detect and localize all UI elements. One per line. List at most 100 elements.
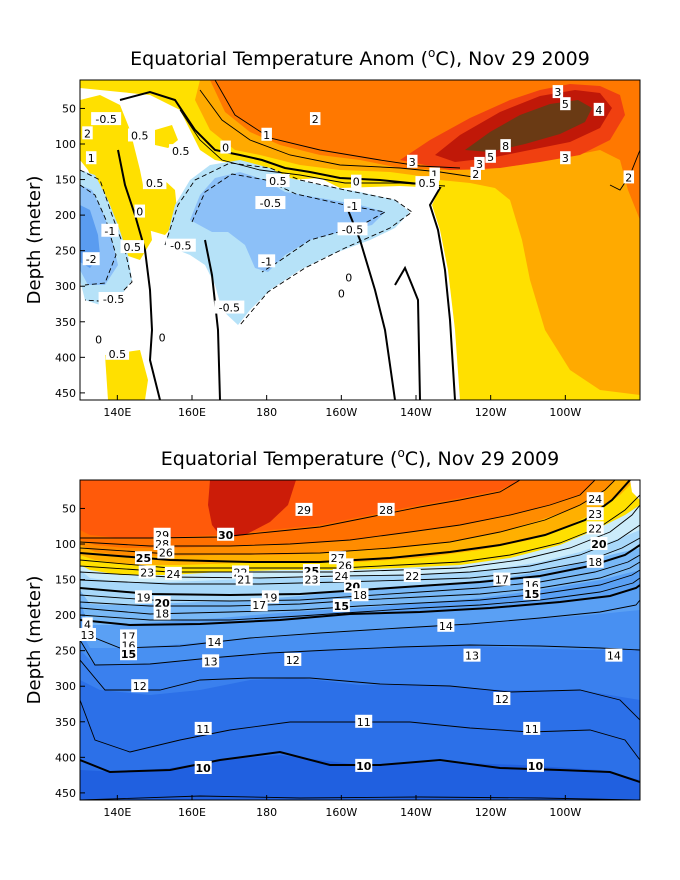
ytick-label: 200 bbox=[55, 209, 76, 222]
contour-label-box bbox=[295, 502, 313, 516]
contour-label: 0 bbox=[134, 204, 145, 219]
contour-label-box bbox=[560, 97, 571, 111]
contour-label-box bbox=[355, 758, 373, 772]
contour-label-box bbox=[258, 254, 276, 268]
contour-label: 12 bbox=[131, 679, 149, 693]
contour-label: 0.5 bbox=[415, 176, 439, 190]
ytick-label: 300 bbox=[55, 280, 76, 293]
contour-label: 13 bbox=[78, 628, 96, 642]
contour-label-box bbox=[165, 238, 196, 252]
contour-label: 19 bbox=[134, 590, 152, 604]
contour-label: 15 bbox=[120, 647, 138, 661]
contour-label: -0.5 bbox=[91, 112, 122, 126]
contour-label: 0.5 bbox=[105, 346, 130, 361]
temperature-title: Equatorial Temperature (oC), Nov 29 2009 bbox=[161, 446, 559, 470]
contour-label: 0.5 bbox=[169, 144, 193, 158]
contour-label-text: 5 bbox=[487, 151, 494, 164]
contour-label-box bbox=[261, 127, 272, 141]
xtick-label: 140E bbox=[103, 406, 131, 419]
contour-label: 0.5 bbox=[120, 240, 145, 254]
contour-label: 17 bbox=[250, 598, 268, 612]
contour-label-text: 17 bbox=[252, 599, 266, 612]
contour-label: 4 bbox=[593, 102, 605, 117]
contour-label-box bbox=[586, 492, 604, 506]
contour-label-box bbox=[523, 721, 541, 735]
contour-label: 0 bbox=[336, 286, 347, 300]
contour-label-box bbox=[523, 586, 541, 600]
contour-label-box bbox=[127, 128, 152, 142]
contour-label: 1 bbox=[429, 167, 440, 182]
contour-label-box bbox=[415, 176, 439, 190]
ytick-label: 200 bbox=[55, 609, 76, 622]
contour-label: 14 bbox=[605, 648, 623, 663]
ytick-label: 400 bbox=[55, 751, 76, 764]
contour-label-text: 10 bbox=[196, 762, 212, 775]
contour-label: 17 bbox=[493, 572, 511, 587]
contour-label: 20 bbox=[590, 537, 608, 551]
ytick-label: 50 bbox=[62, 502, 76, 515]
contour-label: 0.5 bbox=[127, 128, 152, 142]
contour-label-box bbox=[194, 761, 212, 774]
temperature-panel: Equatorial Temperature (oC), Nov 29 2009… bbox=[24, 446, 641, 819]
contour-label-box bbox=[500, 139, 511, 153]
contour-label-box bbox=[85, 151, 97, 165]
contour-label-text: 11 bbox=[196, 723, 210, 736]
contour-label-text: -1 bbox=[261, 255, 272, 268]
contour-label-text: 0.5 bbox=[124, 241, 142, 254]
contour-label-text: 2 bbox=[625, 171, 632, 184]
temperature-contour-15 bbox=[80, 584, 640, 627]
contour-label-box bbox=[169, 144, 193, 158]
contour-label-text: 2 bbox=[84, 127, 91, 140]
temperature-contour-11 bbox=[80, 699, 640, 761]
contour-label: 26 bbox=[157, 545, 175, 560]
temperature-contour-18 bbox=[80, 561, 640, 607]
contour-label-text: -0.5 bbox=[103, 293, 124, 306]
contour-label-text: -0.5 bbox=[170, 240, 191, 253]
temperature-contour-24 bbox=[80, 494, 640, 569]
contour-label-text: 23 bbox=[304, 574, 318, 587]
contour-label-text: 0 bbox=[353, 176, 360, 189]
temperature-contour-14 bbox=[80, 599, 640, 649]
contour-label-box bbox=[134, 551, 152, 565]
contour-label-text: 18 bbox=[155, 608, 169, 621]
contour-label-box bbox=[202, 654, 220, 668]
temperature-contour-16 bbox=[80, 577, 640, 621]
contour-label-box bbox=[474, 156, 485, 170]
temperature-contour-9 bbox=[80, 795, 640, 800]
contour-label: 3 bbox=[552, 85, 564, 99]
contour-label-text: 11 bbox=[357, 716, 371, 729]
contour-label-text: 26 bbox=[159, 547, 173, 560]
contour-label: 0 bbox=[220, 140, 231, 155]
contour-label: 0 bbox=[343, 270, 355, 285]
contour-label: -0.5 bbox=[165, 238, 196, 253]
contour-label-box bbox=[355, 714, 373, 728]
ytick-label: 450 bbox=[55, 387, 76, 400]
contour-label-box bbox=[134, 204, 145, 218]
contour-label-box bbox=[134, 590, 152, 604]
contour-label-box bbox=[407, 154, 418, 168]
contour-label-box bbox=[336, 558, 354, 572]
contour-label: 0.5 bbox=[142, 176, 167, 190]
contour-label-box bbox=[153, 596, 171, 610]
contour-label-box bbox=[120, 240, 145, 254]
contour-label-text: 23 bbox=[140, 566, 154, 579]
contour-label-text: 18 bbox=[353, 589, 367, 602]
contour-label-text: -1 bbox=[104, 225, 115, 238]
contour-label-text: 2 bbox=[472, 168, 479, 181]
contour-label-text: 13 bbox=[204, 655, 218, 668]
contour-label: 0 bbox=[93, 332, 104, 347]
anomaly-contour-plus-2-west bbox=[214, 80, 461, 169]
contour-label: 5 bbox=[485, 149, 496, 164]
contour-label-box bbox=[220, 140, 231, 154]
ytick-label: 150 bbox=[55, 174, 76, 187]
anomaly-region-warm-blob-3 bbox=[105, 350, 148, 400]
ytick-label: 300 bbox=[55, 680, 76, 693]
contour-label-box bbox=[429, 167, 440, 181]
contour-label-box bbox=[623, 170, 635, 184]
anomaly-frame bbox=[79, 79, 641, 401]
ytick-label: 150 bbox=[55, 574, 76, 587]
contour-label-box bbox=[437, 618, 455, 632]
xtick-label: 140W bbox=[400, 806, 432, 819]
contour-label-text: 0 bbox=[338, 287, 345, 300]
